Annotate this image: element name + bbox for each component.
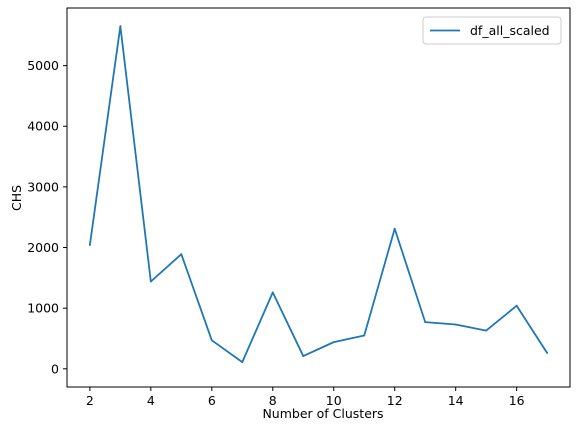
data-point (485, 329, 488, 332)
legend-label-df-all-scaled: df_all_scaled (470, 23, 550, 38)
y-tick-label: 5000 (27, 58, 59, 73)
data-point (424, 321, 427, 324)
y-axis-ticks: 0 1000 2000 3000 4000 5000 (27, 58, 67, 376)
legend: df_all_scaled (422, 16, 562, 45)
data-point (454, 323, 457, 326)
x-tick-label: 16 (509, 393, 525, 408)
data-point (302, 355, 305, 357)
x-axis-ticks: 2 4 6 8 10 12 14 16 (86, 387, 525, 408)
data-point (363, 334, 366, 337)
legend-box (422, 16, 562, 45)
x-axis-label: Number of Clusters (262, 406, 383, 421)
x-tick-label: 8 (269, 393, 277, 408)
x-tick-label: 14 (448, 393, 464, 408)
data-point (515, 304, 518, 307)
plot-area (66, 7, 571, 388)
data-point (393, 227, 396, 230)
series-layer (88, 25, 549, 364)
data-point (149, 280, 152, 283)
x-tick-label: 12 (387, 393, 403, 408)
x-tick-label: 10 (326, 393, 342, 408)
y-tick-label: 0 (51, 361, 59, 376)
y-tick-label: 4000 (27, 119, 59, 134)
data-point (210, 339, 213, 342)
y-tick-label: 1000 (27, 301, 59, 316)
data-point (332, 341, 335, 344)
series-line-0 (88, 25, 548, 364)
data-point (180, 253, 183, 256)
data-point (241, 361, 244, 364)
data-point (271, 291, 274, 294)
x-tick-label: 6 (208, 393, 216, 408)
axes-frame (66, 7, 571, 388)
data-point (546, 352, 549, 354)
data-point (119, 25, 122, 28)
x-tick-label: 4 (147, 393, 155, 408)
y-tick-label: 2000 (27, 240, 59, 255)
x-tick-label: 2 (86, 393, 94, 408)
y-tick-label: 3000 (27, 179, 59, 194)
data-point (88, 244, 91, 247)
y-axis-label: CHS (9, 185, 24, 211)
